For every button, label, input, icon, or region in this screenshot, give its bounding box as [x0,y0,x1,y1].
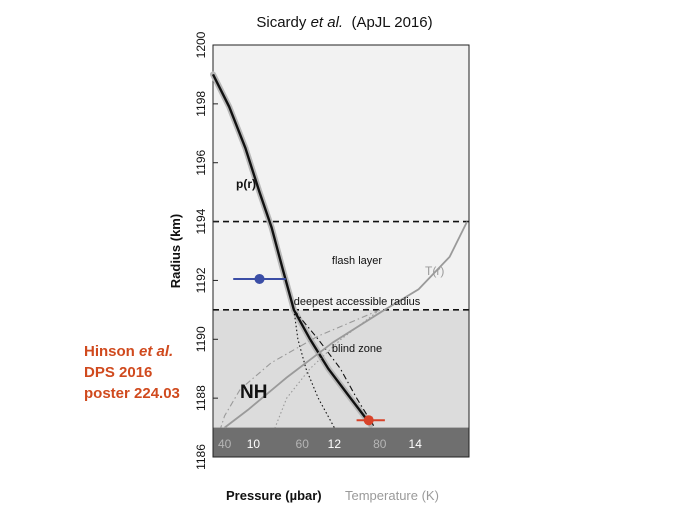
red-point [363,415,374,426]
y-tick-label: 1200 [194,31,208,58]
y-tick-label: 1188 [194,385,208,411]
flash-layer-label: flash layer [332,255,382,267]
pressure-solid-line [211,73,372,426]
blue-point [254,273,265,284]
x-axis-pressure-label: Pressure (µbar) [226,488,322,503]
temperature-dashdot-line [220,309,381,428]
pr-label: p(r) [236,177,256,191]
blind-zone-region [213,309,469,428]
y-axis-label: Radius (km) [168,214,183,288]
x-tick-label-temperature: 80 [373,437,387,451]
y-tick-label: 1186 [194,444,208,470]
annotation-name: Hinson [84,343,135,360]
title-etal: et al. [310,14,344,31]
blind-zone-label: blind zone [332,343,382,355]
title-authors: Sicardy [256,14,307,31]
x-tick-label-pressure: 10 [247,437,261,451]
hinson-annotation: Hinson et al. DPS 2016 poster 224.03 [84,341,204,404]
y-tick-label: 1196 [194,149,208,175]
nh-label: NH [240,382,267,403]
surface-band [213,427,469,457]
x-tick-label-temperature: 60 [296,437,310,451]
temperature-dotted-line [274,309,381,428]
pressure-dotted-line [293,309,335,428]
y-tick-label: 1194 [194,208,208,234]
y-tick-label: 1192 [194,267,208,293]
x-tick-label-pressure: 12 [328,437,342,451]
annotation-etal: et al. [139,343,174,360]
x-tick-label-pressure: 14 [409,437,423,451]
title-journal: (ApJL 2016) [351,14,433,31]
deepest-radius-label: deepest accessible radius [294,296,421,308]
x-tick-label-temperature: 40 [218,437,232,451]
y-tick-label: 1190 [194,326,208,352]
y-tick-label: 1198 [194,91,208,117]
tr-label: T(r) [425,264,444,278]
annotation-line2: DPS 2016 [84,364,153,381]
chart-title: Sicardy et al. (ApJL 2016) [0,14,689,31]
x-axis-temperature-label: Temperature (K) [345,488,439,503]
annotation-line3: poster 224.03 [84,385,180,402]
plot-frame [212,44,470,458]
